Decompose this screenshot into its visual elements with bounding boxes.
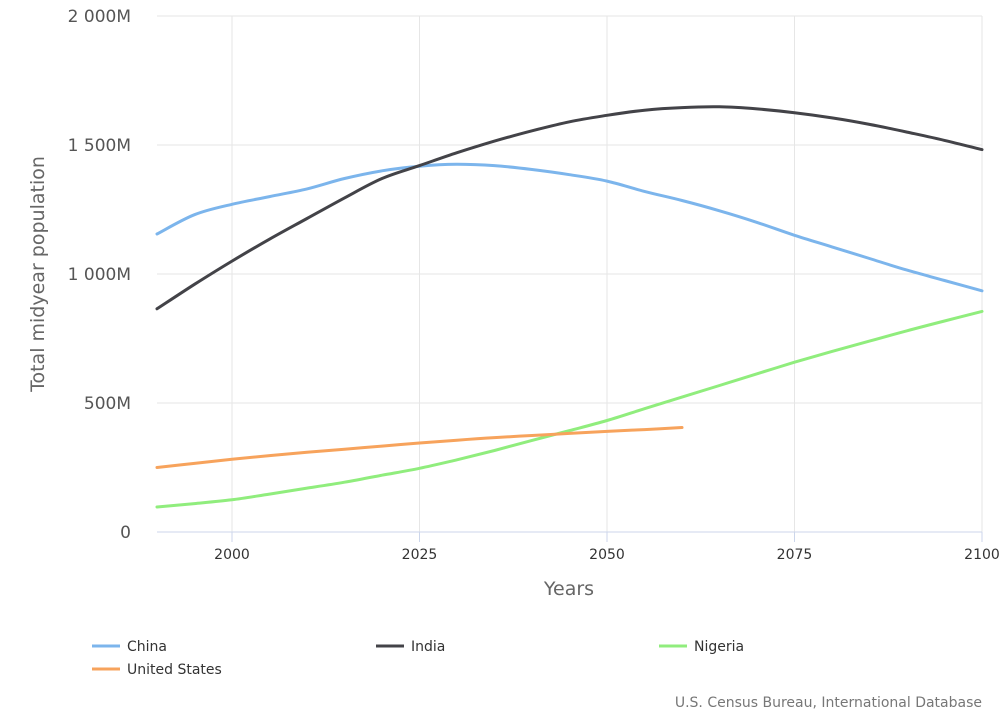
legend-label: India [411,639,445,655]
series-lines [155,105,984,509]
legend-label: China [127,639,167,655]
x-tick-label: 2050 [589,547,625,563]
credits-text[interactable]: U.S. Census Bureau, International Databa… [675,695,982,711]
x-axis-ticks: 2000 2025 2050 2075 2100 [214,532,1000,563]
legend-label: Nigeria [694,639,744,655]
series-line-india[interactable] [155,105,984,311]
x-tick-label: 2100 [964,547,1000,563]
legend-item-china[interactable]: China [92,639,167,655]
series-line-nigeria[interactable] [155,309,984,509]
y-tick-label: 0 [120,523,131,543]
y-tick-label: 1 000M [68,265,131,285]
legend-item-nigeria[interactable]: Nigeria [659,639,744,655]
x-axis-title: Years [543,578,594,600]
x-tick-label: 2000 [214,547,250,563]
legend-item-united-states[interactable]: United States [92,662,222,678]
y-axis-ticks: 0 500M 1 000M 1 500M 2 000M [68,7,131,543]
legend-item-india[interactable]: India [376,639,445,655]
x-tick-label: 2075 [777,547,813,563]
series-line-united-states[interactable] [155,426,684,469]
legend-label: United States [127,662,222,678]
grid [157,15,983,532]
y-axis-title: Total midyear population [27,156,49,393]
y-tick-label: 500M [84,394,131,414]
y-tick-label: 2 000M [68,7,131,27]
y-tick-label: 1 500M [68,136,131,156]
legend: China India Nigeria United States [92,639,744,678]
series-line-china[interactable] [155,162,984,293]
x-tick-label: 2025 [402,547,438,563]
